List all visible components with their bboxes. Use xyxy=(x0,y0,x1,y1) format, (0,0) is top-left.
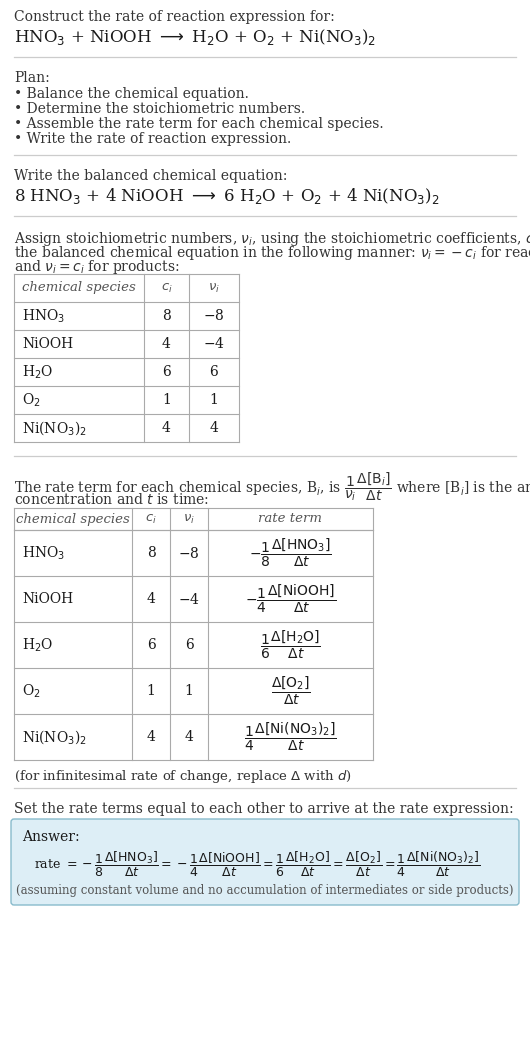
Text: 6: 6 xyxy=(162,365,171,379)
Text: O$_2$: O$_2$ xyxy=(22,391,41,409)
Text: 4: 4 xyxy=(162,337,171,351)
Text: • Balance the chemical equation.: • Balance the chemical equation. xyxy=(14,87,249,101)
Text: 6: 6 xyxy=(210,365,218,379)
Text: 4: 4 xyxy=(184,730,193,744)
Text: $-\dfrac{1}{4}\dfrac{\Delta[\mathrm{NiOOH}]}{\Delta t}$: $-\dfrac{1}{4}\dfrac{\Delta[\mathrm{NiOO… xyxy=(245,583,336,615)
Text: HNO$_3$: HNO$_3$ xyxy=(22,544,65,562)
Text: $-$4: $-$4 xyxy=(203,337,225,351)
Text: rate term: rate term xyxy=(259,513,322,525)
Text: Ni(NO$_3$)$_2$: Ni(NO$_3$)$_2$ xyxy=(22,419,87,437)
Text: NiOOH: NiOOH xyxy=(22,337,73,351)
Bar xyxy=(14,274,239,442)
FancyBboxPatch shape xyxy=(11,819,519,905)
Text: concentration and $t$ is time:: concentration and $t$ is time: xyxy=(14,492,209,507)
Text: $\dfrac{\Delta[\mathrm{O_2}]}{\Delta t}$: $\dfrac{\Delta[\mathrm{O_2}]}{\Delta t}$ xyxy=(270,675,311,707)
Text: H$_2$O: H$_2$O xyxy=(22,636,54,654)
Bar xyxy=(14,508,373,760)
Text: O$_2$: O$_2$ xyxy=(22,682,41,700)
Text: Plan:: Plan: xyxy=(14,71,50,85)
Text: 6: 6 xyxy=(147,638,155,652)
Text: HNO$_3$: HNO$_3$ xyxy=(22,308,65,324)
Text: • Determine the stoichiometric numbers.: • Determine the stoichiometric numbers. xyxy=(14,103,305,116)
Text: 8 HNO$_3$ + 4 NiOOH $\longrightarrow$ 6 H$_2$O + O$_2$ + 4 Ni(NO$_3$)$_2$: 8 HNO$_3$ + 4 NiOOH $\longrightarrow$ 6 … xyxy=(14,186,439,206)
Text: the balanced chemical equation in the following manner: $\nu_i = -c_i$ for react: the balanced chemical equation in the fo… xyxy=(14,244,530,262)
Text: 4: 4 xyxy=(209,420,218,435)
Text: 8: 8 xyxy=(162,309,171,323)
Text: $-$4: $-$4 xyxy=(178,591,200,607)
Text: Set the rate terms equal to each other to arrive at the rate expression:: Set the rate terms equal to each other t… xyxy=(14,802,514,816)
Text: rate $= -\dfrac{1}{8}\dfrac{\Delta[\mathrm{HNO_3}]}{\Delta t} = -\dfrac{1}{4}\df: rate $= -\dfrac{1}{8}\dfrac{\Delta[\math… xyxy=(34,850,481,879)
Text: (for infinitesimal rate of change, replace $\Delta$ with $d$): (for infinitesimal rate of change, repla… xyxy=(14,768,352,784)
Text: chemical species: chemical species xyxy=(16,513,130,525)
Text: H$_2$O: H$_2$O xyxy=(22,363,54,381)
Text: 4: 4 xyxy=(147,592,155,606)
Text: $\dfrac{1}{6}\dfrac{\Delta[\mathrm{H_2O}]}{\Delta t}$: $\dfrac{1}{6}\dfrac{\Delta[\mathrm{H_2O}… xyxy=(260,629,321,661)
Text: The rate term for each chemical species, B$_i$, is $\dfrac{1}{\nu_i}\dfrac{\Delt: The rate term for each chemical species,… xyxy=(14,470,530,503)
Text: 8: 8 xyxy=(147,546,155,560)
Text: $\nu_i$: $\nu_i$ xyxy=(208,281,220,295)
Text: 1: 1 xyxy=(162,393,171,407)
Text: 4: 4 xyxy=(162,420,171,435)
Text: 4: 4 xyxy=(147,730,155,744)
Text: and $\nu_i = c_i$ for products:: and $\nu_i = c_i$ for products: xyxy=(14,258,180,276)
Text: Answer:: Answer: xyxy=(22,829,80,844)
Text: Construct the rate of reaction expression for:: Construct the rate of reaction expressio… xyxy=(14,10,335,24)
Text: Ni(NO$_3$)$_2$: Ni(NO$_3$)$_2$ xyxy=(22,728,87,746)
Text: 1: 1 xyxy=(209,393,218,407)
Text: 6: 6 xyxy=(184,638,193,652)
Text: • Assemble the rate term for each chemical species.: • Assemble the rate term for each chemic… xyxy=(14,117,384,131)
Text: $-\dfrac{1}{8}\dfrac{\Delta[\mathrm{HNO_3}]}{\Delta t}$: $-\dfrac{1}{8}\dfrac{\Delta[\mathrm{HNO_… xyxy=(249,537,332,569)
Text: 1: 1 xyxy=(147,684,155,698)
Text: $\dfrac{1}{4}\dfrac{\Delta[\mathrm{Ni(NO_3)_2}]}{\Delta t}$: $\dfrac{1}{4}\dfrac{\Delta[\mathrm{Ni(NO… xyxy=(244,721,337,753)
Text: NiOOH: NiOOH xyxy=(22,592,73,606)
Text: $\nu_i$: $\nu_i$ xyxy=(183,513,195,525)
Text: • Write the rate of reaction expression.: • Write the rate of reaction expression. xyxy=(14,132,292,146)
Text: $c_i$: $c_i$ xyxy=(145,513,157,525)
Text: $-$8: $-$8 xyxy=(178,546,200,561)
Text: Write the balanced chemical equation:: Write the balanced chemical equation: xyxy=(14,169,287,183)
Text: chemical species: chemical species xyxy=(22,281,136,295)
Text: HNO$_3$ + NiOOH $\longrightarrow$ H$_2$O + O$_2$ + Ni(NO$_3$)$_2$: HNO$_3$ + NiOOH $\longrightarrow$ H$_2$O… xyxy=(14,27,376,47)
Text: $c_i$: $c_i$ xyxy=(161,281,172,295)
Text: $-$8: $-$8 xyxy=(203,309,225,323)
Text: Assign stoichiometric numbers, $\nu_i$, using the stoichiometric coefficients, $: Assign stoichiometric numbers, $\nu_i$, … xyxy=(14,230,530,248)
Text: (assuming constant volume and no accumulation of intermediates or side products): (assuming constant volume and no accumul… xyxy=(16,884,514,897)
Text: 1: 1 xyxy=(184,684,193,698)
